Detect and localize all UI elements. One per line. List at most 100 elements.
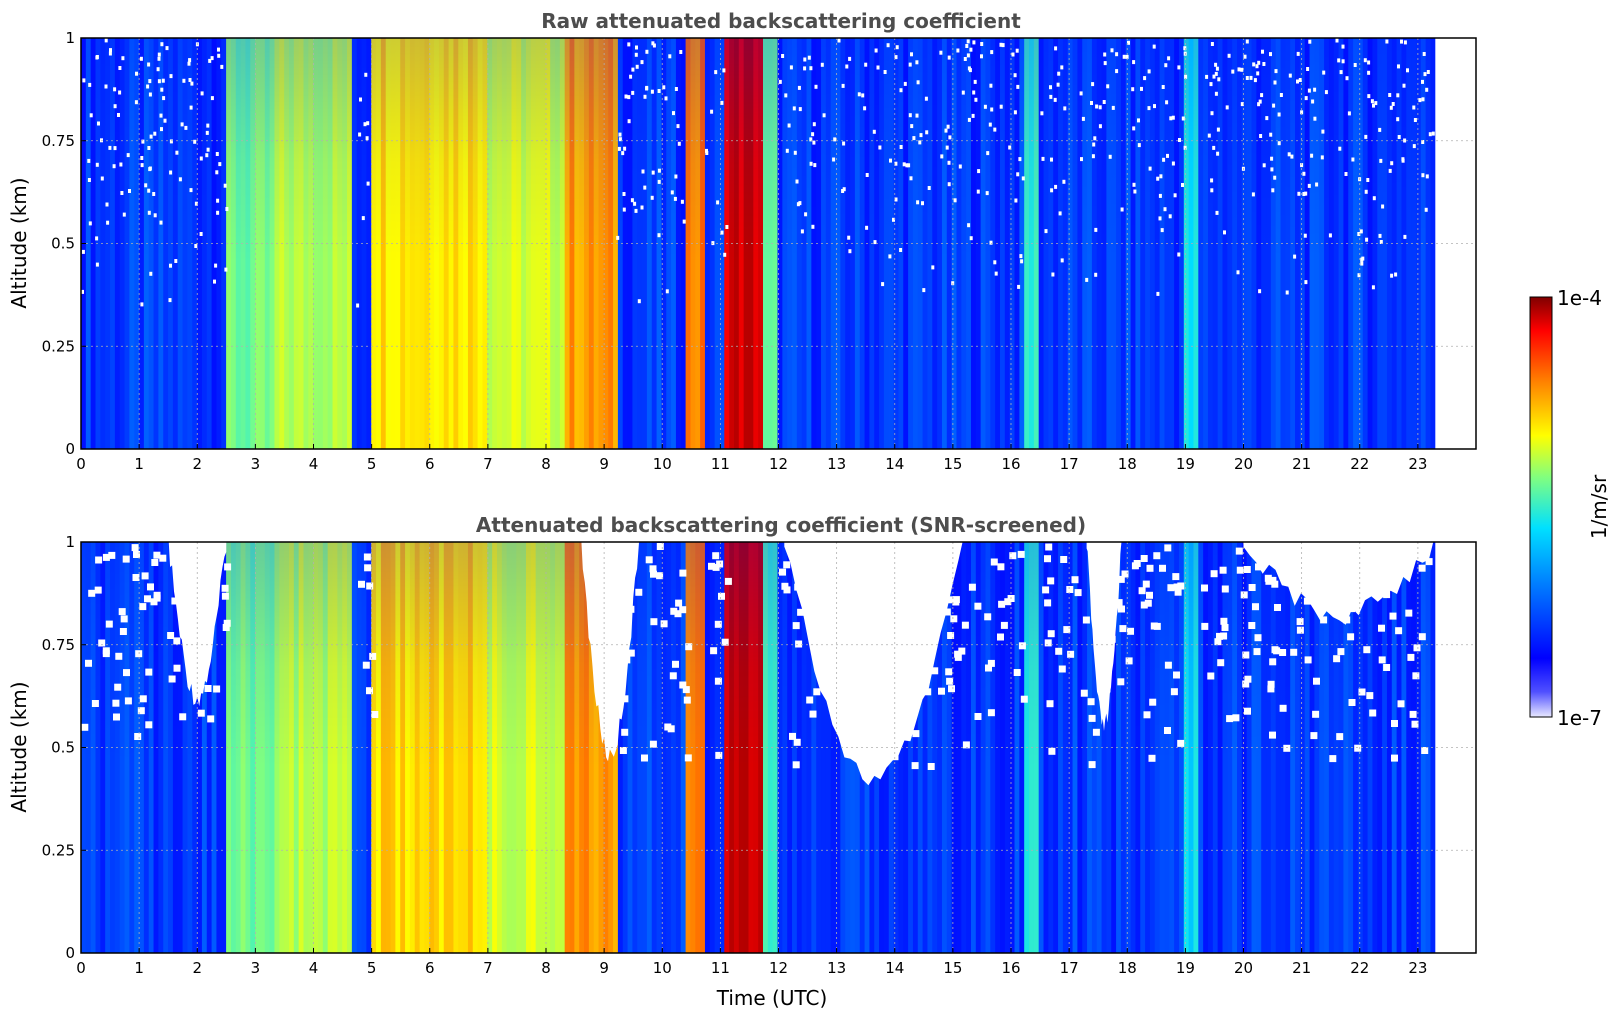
screened-cell xyxy=(224,563,232,571)
screened-cell xyxy=(1181,183,1184,187)
screened-cell xyxy=(976,189,980,194)
screened-cell xyxy=(1273,80,1277,85)
screened-cell xyxy=(1044,555,1051,563)
screened-cell xyxy=(712,552,720,560)
screened-cell xyxy=(157,52,161,57)
screened-cell xyxy=(1166,153,1169,158)
screened-cell xyxy=(685,643,693,651)
screened-cell xyxy=(899,248,903,252)
screened-cell xyxy=(180,122,184,127)
screened-cell xyxy=(952,596,960,604)
screened-cell xyxy=(114,683,122,691)
screened-cell xyxy=(1051,272,1055,277)
screened-cell xyxy=(1162,157,1166,162)
screened-cell xyxy=(1138,587,1146,595)
screened-cell xyxy=(809,66,813,71)
screened-cell xyxy=(795,640,803,648)
screened-cell xyxy=(643,185,647,190)
screened-cell xyxy=(798,107,802,112)
screened-cell xyxy=(139,603,147,611)
screened-cell xyxy=(915,60,919,65)
screened-cell xyxy=(1253,648,1261,656)
screened-cell xyxy=(1017,550,1025,558)
screened-cell xyxy=(182,78,186,83)
screened-cell xyxy=(1080,157,1083,162)
screened-cell xyxy=(1240,102,1244,107)
screened-cell xyxy=(927,186,931,190)
screened-cell xyxy=(1013,669,1021,676)
screened-cell xyxy=(617,146,621,151)
screened-cell xyxy=(657,168,661,173)
screened-cell xyxy=(113,104,117,109)
screened-cell xyxy=(1428,132,1432,137)
screened-cell xyxy=(131,544,139,552)
screened-cell xyxy=(363,122,367,127)
screened-cell xyxy=(1363,646,1371,654)
screened-cell xyxy=(705,148,708,153)
screened-cell xyxy=(1363,58,1367,63)
screened-cell xyxy=(784,93,788,98)
raw-backscatter-panel: Raw attenuated backscattering coefficien… xyxy=(7,9,1477,473)
screened-cell xyxy=(989,240,993,245)
screened-cell xyxy=(213,279,216,284)
screened-cell xyxy=(946,677,954,685)
screened-cell xyxy=(1378,656,1386,664)
screened-cell xyxy=(1396,117,1400,122)
screened-cell xyxy=(1279,704,1287,712)
screened-cell xyxy=(1431,131,1435,136)
screened-cell xyxy=(1255,563,1262,571)
screened-cell xyxy=(145,721,153,729)
screened-cell xyxy=(1354,744,1362,752)
screened-cell xyxy=(1214,638,1222,646)
x-tick-label: 7 xyxy=(483,959,493,977)
screened-cell xyxy=(1042,586,1050,594)
screened-cell xyxy=(1216,632,1223,640)
screened-cell xyxy=(649,740,657,748)
screened-cell xyxy=(1216,127,1220,132)
screened-cell xyxy=(1249,75,1253,80)
screened-cell xyxy=(1137,143,1141,148)
screened-cell xyxy=(1269,576,1277,584)
screened-cell xyxy=(1207,133,1211,138)
screened-cell xyxy=(1217,659,1225,667)
screened-cell xyxy=(1274,604,1281,611)
screened-cell xyxy=(184,125,188,130)
screened-cell xyxy=(1094,272,1098,277)
screened-cell xyxy=(1177,739,1185,747)
screened-cell xyxy=(800,229,804,234)
screened-cell xyxy=(153,591,161,599)
panel2-title: Attenuated backscattering coefficient (S… xyxy=(476,513,1086,537)
screened-cell xyxy=(1424,207,1428,212)
screened-cell xyxy=(947,160,951,165)
x-tick-label: 14 xyxy=(885,959,904,977)
screened-cell xyxy=(938,687,945,695)
screened-cell xyxy=(679,681,687,689)
screened-cell xyxy=(189,105,193,110)
screened-cell xyxy=(987,659,995,667)
screened-cell xyxy=(214,263,218,268)
screened-cell xyxy=(889,158,892,163)
screened-cell xyxy=(1372,196,1376,201)
screened-cell xyxy=(1422,52,1426,56)
screened-cell xyxy=(1378,624,1385,632)
screened-cell xyxy=(812,140,816,145)
x-tick-label: 22 xyxy=(1350,959,1369,977)
colorbar: 1e-4 1e-7 1/m/sr xyxy=(1529,286,1611,730)
screened-cell xyxy=(633,201,637,206)
panel2-ylabel: Altitude (km) xyxy=(7,681,31,812)
screened-cell xyxy=(916,80,920,85)
screened-cell xyxy=(621,695,629,703)
screened-cell xyxy=(1248,584,1256,591)
screened-cell xyxy=(665,289,669,294)
screened-cell xyxy=(670,607,678,615)
screened-cell xyxy=(193,139,197,144)
screened-cell xyxy=(1115,52,1119,57)
screened-cell xyxy=(1214,71,1218,76)
screened-cell xyxy=(652,43,656,48)
screened-cell xyxy=(1397,700,1405,708)
screened-cell xyxy=(622,207,626,212)
x-tick-label: 6 xyxy=(425,455,435,473)
screened-cell xyxy=(118,608,126,616)
screened-cell xyxy=(358,132,362,137)
screened-cell xyxy=(1153,552,1161,560)
